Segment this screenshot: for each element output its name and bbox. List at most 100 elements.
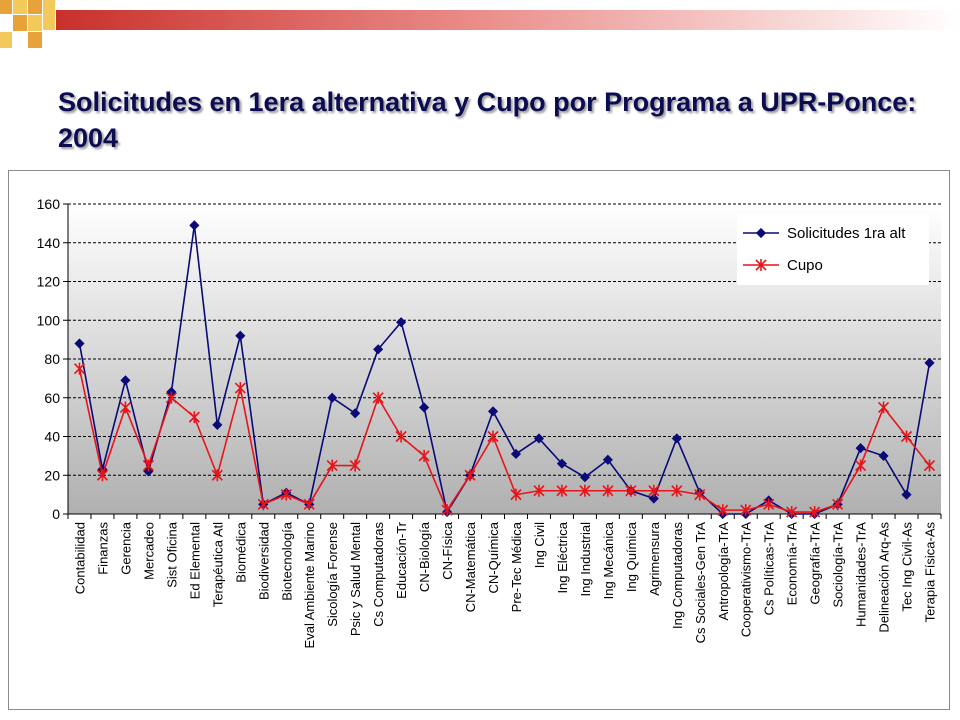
data-point xyxy=(96,469,109,482)
data-point xyxy=(533,484,545,497)
data-point xyxy=(901,489,912,500)
data-point xyxy=(924,357,935,368)
data-point xyxy=(119,401,131,414)
y-tick-label: 120 xyxy=(37,274,61,290)
data-point xyxy=(165,391,177,404)
data-point xyxy=(211,469,223,482)
y-tick-label: 160 xyxy=(37,196,61,212)
data-point xyxy=(510,488,522,501)
data-point xyxy=(671,484,683,497)
x-tick-label: Biodiversidad xyxy=(256,522,271,600)
x-tick-label: Cs Sociales-Gen TrA xyxy=(693,522,708,644)
y-tick-label: 20 xyxy=(44,467,60,483)
x-tick-label: Gerencia xyxy=(118,521,133,575)
data-point xyxy=(763,498,775,511)
data-point xyxy=(212,419,223,430)
x-tick-label: Ed Elemental xyxy=(187,522,202,599)
x-tick-label: Pre-Tec Médica xyxy=(509,521,524,612)
x-tick-label: Ing Química xyxy=(624,521,639,592)
x-tick-label: Ing Eléctrica xyxy=(555,521,570,593)
x-tick-label: Terapéutica Atl xyxy=(210,522,225,607)
data-point xyxy=(855,459,867,472)
legend-label: Solicitudes 1ra alt xyxy=(787,225,906,242)
data-point xyxy=(832,498,844,511)
data-point xyxy=(303,498,315,511)
data-point xyxy=(188,411,200,424)
data-point xyxy=(900,430,913,443)
y-tick-label: 80 xyxy=(44,351,60,367)
data-point xyxy=(579,472,590,483)
data-point xyxy=(786,506,798,519)
y-tick-label: 60 xyxy=(44,390,60,406)
x-tick-label: Cooperativismo-TrA xyxy=(739,522,754,637)
x-tick-label: Cs Políticas-TrA xyxy=(762,522,777,616)
data-point xyxy=(74,338,85,349)
x-tick-label: Ing Computadoras xyxy=(670,522,685,629)
data-point xyxy=(372,391,384,404)
y-tick-label: 0 xyxy=(52,506,60,522)
decorative-header-band xyxy=(0,0,960,48)
data-point xyxy=(878,450,889,461)
data-point xyxy=(189,220,200,231)
x-tick-label: Contabilidad xyxy=(72,522,87,594)
x-tick-label: Antropología-TrA xyxy=(716,522,731,621)
x-tick-label: Biomédica xyxy=(233,521,248,582)
x-tick-label: CN-Física xyxy=(440,521,455,580)
x-tick-label: Mercadeo xyxy=(141,522,156,580)
x-tick-label: Educación-Tr xyxy=(394,521,409,598)
data-point xyxy=(142,459,154,472)
data-point xyxy=(510,448,522,460)
line-chart: 0 20 40 60 80 100 120 140 160 Contabilidad Finanza… xyxy=(37,196,942,648)
chart-frame: 0 20 40 60 80 100 120 140 160 Contabilidad Finanza… xyxy=(8,170,950,710)
data-point xyxy=(533,433,545,444)
data-point xyxy=(419,402,430,413)
data-point xyxy=(755,259,767,271)
x-tick-label: Psic y Salud Mental xyxy=(348,522,363,636)
data-point xyxy=(395,430,407,443)
x-tick-label: Delineación Arq-As xyxy=(877,522,892,633)
data-point xyxy=(740,504,752,517)
data-point xyxy=(809,506,821,519)
x-tick-label: Sist Oficina xyxy=(164,521,179,588)
data-point xyxy=(350,408,361,419)
y-tick-label: 140 xyxy=(37,235,61,251)
data-point xyxy=(755,227,767,239)
data-point xyxy=(717,504,729,517)
x-tick-label: Sociología-TrA xyxy=(831,522,846,608)
series-2 xyxy=(73,362,936,519)
data-point xyxy=(625,484,637,497)
data-point xyxy=(648,484,660,497)
data-point xyxy=(235,330,246,341)
data-point xyxy=(487,406,499,417)
series-line xyxy=(78,225,931,515)
data-point xyxy=(257,498,269,511)
data-point xyxy=(120,375,131,386)
data-point xyxy=(602,454,613,465)
data-point xyxy=(464,469,476,482)
x-tick-label: Cs Computadoras xyxy=(371,522,386,627)
legend: Solicitudes 1ra alt Cupo xyxy=(737,215,929,285)
data-point xyxy=(280,488,292,501)
x-tick-label: Finanzas xyxy=(95,522,110,575)
data-point xyxy=(373,344,384,355)
data-point xyxy=(326,459,338,472)
x-tick-label: Geografía-TrA xyxy=(808,522,823,605)
x-tick-label: Ing Civil xyxy=(532,522,547,568)
series-line xyxy=(78,368,931,513)
x-tick-label: Ing Industrial xyxy=(578,522,593,597)
x-tick-label: Sicología Forense xyxy=(325,522,340,627)
data-point xyxy=(602,484,614,497)
legend-label: Cupo xyxy=(787,257,823,274)
x-tick-label: Economía-TrA xyxy=(785,522,800,606)
x-tick-label: Agrimensura xyxy=(647,521,662,595)
x-tick-label: CN-Matemática xyxy=(463,521,478,612)
data-point xyxy=(923,459,936,472)
data-point xyxy=(556,458,567,469)
data-point xyxy=(694,488,706,501)
data-point xyxy=(855,443,866,454)
data-point xyxy=(234,382,246,395)
x-tick-label: Humanidades-TrA xyxy=(854,522,869,627)
x-tick-label: Biotecnología xyxy=(279,521,294,601)
x-tick-label: Ing Mecánica xyxy=(601,521,616,599)
data-point xyxy=(396,317,407,328)
